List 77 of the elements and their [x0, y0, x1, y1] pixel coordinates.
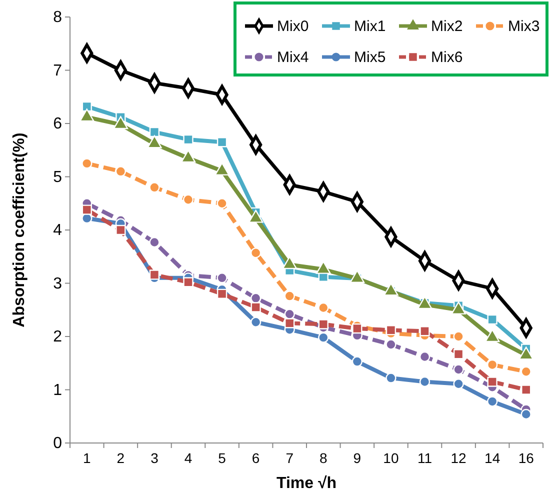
point	[520, 366, 532, 377]
x-tick-label: 6	[252, 450, 260, 466]
x-tick-label: 4	[184, 450, 192, 466]
x-tick-label: 3	[150, 450, 159, 466]
point	[284, 290, 295, 302]
point	[115, 166, 126, 177]
point	[520, 408, 532, 420]
point	[487, 314, 498, 325]
point	[149, 270, 160, 280]
point	[386, 325, 396, 336]
point	[419, 376, 430, 388]
legend-label: Mix6	[431, 49, 463, 66]
point	[453, 331, 464, 342]
point	[487, 376, 498, 387]
point	[352, 356, 362, 367]
point	[82, 158, 92, 169]
point	[216, 198, 228, 209]
point	[250, 302, 261, 312]
y-axis-title: Absorption coefficient(%)	[11, 132, 28, 328]
point	[386, 372, 396, 384]
x-tick-label: 2	[116, 450, 125, 466]
point	[82, 204, 92, 215]
legend-label: Mix4	[277, 49, 309, 66]
point	[453, 364, 464, 375]
legend-label: Mix1	[354, 18, 386, 35]
point	[284, 318, 295, 328]
point	[352, 323, 362, 334]
point	[82, 101, 92, 112]
x-tick-label: 8	[319, 450, 328, 466]
y-tick-label: 2	[53, 328, 62, 346]
point	[386, 339, 396, 350]
point	[216, 288, 228, 299]
point	[250, 292, 262, 304]
point	[116, 224, 126, 236]
point	[216, 137, 228, 148]
x-tick-label: 9	[353, 450, 362, 466]
y-tick-label: 3	[53, 275, 62, 292]
point	[183, 277, 194, 288]
x-tick-label: 16	[518, 450, 534, 466]
x-tick-label: 11	[417, 450, 432, 466]
point	[149, 236, 160, 248]
point	[183, 134, 194, 145]
y-tick-label: 6	[53, 116, 62, 133]
point	[250, 248, 262, 258]
point	[182, 194, 194, 205]
y-tick-label: 7	[53, 62, 62, 80]
point	[250, 316, 262, 328]
point	[453, 349, 464, 360]
y-tick-label: 4	[53, 222, 62, 240]
point	[318, 332, 329, 343]
point	[149, 182, 160, 193]
legend-label: Mix0	[277, 18, 309, 35]
x-tick-label: 14	[484, 450, 500, 466]
point	[216, 272, 228, 284]
y-tick-label: 1	[53, 382, 62, 399]
y-tick-label: 5	[53, 168, 62, 186]
point	[284, 308, 295, 320]
point	[487, 396, 498, 407]
point	[521, 384, 532, 395]
point	[419, 351, 430, 362]
x-tick-label: 7	[286, 450, 294, 466]
x-tick-label: 12	[450, 450, 467, 466]
point	[420, 326, 430, 336]
legend-label: Mix2	[431, 18, 463, 35]
point	[318, 319, 328, 330]
x-tick-label: 1	[82, 450, 91, 466]
legend-label: Mix3	[508, 18, 540, 35]
y-tick-label: 0	[53, 435, 62, 452]
x-tick-label: 5	[218, 450, 226, 466]
point	[487, 359, 498, 370]
x-axis-title: Time √h	[276, 475, 337, 492]
point	[318, 302, 329, 314]
legend-label: Mix5	[354, 49, 386, 66]
point	[149, 126, 160, 138]
point	[453, 378, 464, 390]
x-tick-label: 10	[383, 450, 399, 466]
y-tick-label: 8	[53, 9, 62, 26]
